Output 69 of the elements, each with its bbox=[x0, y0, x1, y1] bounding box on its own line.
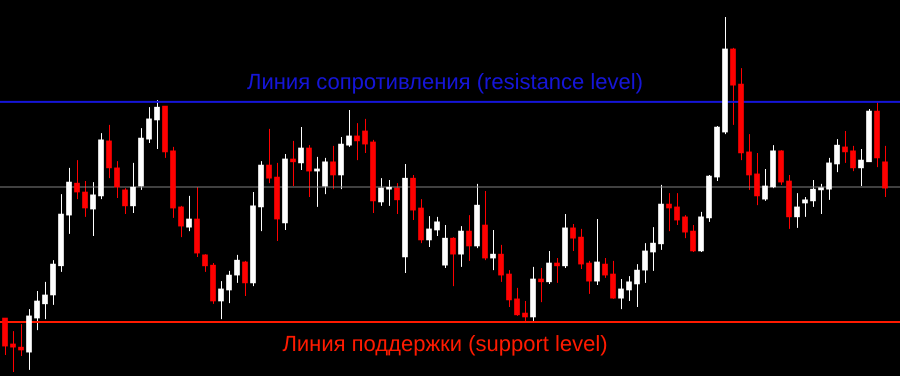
candlestick bbox=[514, 287, 520, 316]
candlestick bbox=[642, 242, 648, 284]
candlestick bbox=[834, 138, 840, 173]
candlestick bbox=[498, 244, 504, 282]
candlestick bbox=[186, 195, 192, 232]
ref-line-label: Линия поддержки (support level) bbox=[282, 331, 608, 356]
candlestick bbox=[850, 145, 856, 172]
candlestick bbox=[362, 118, 368, 154]
candlestick bbox=[450, 236, 456, 287]
candlestick bbox=[818, 183, 824, 215]
candlestick bbox=[618, 278, 624, 310]
candlestick bbox=[858, 148, 864, 186]
candlestick bbox=[298, 126, 304, 171]
candlestick bbox=[354, 122, 360, 161]
candlestick bbox=[18, 324, 24, 357]
candlestick bbox=[226, 270, 232, 304]
candlestick bbox=[306, 144, 312, 198]
candlestick bbox=[682, 214, 688, 239]
candlestick bbox=[674, 192, 680, 226]
candlestick bbox=[602, 258, 608, 278]
candlestick bbox=[146, 106, 152, 144]
candlestick bbox=[346, 110, 352, 148]
candlestick bbox=[378, 178, 384, 206]
candlestick bbox=[810, 179, 816, 208]
candlestick bbox=[74, 160, 80, 200]
candlestick bbox=[114, 160, 120, 199]
candlestick bbox=[154, 100, 160, 150]
candlestick bbox=[122, 188, 128, 215]
candlestick bbox=[570, 223, 576, 252]
candlestick bbox=[626, 276, 632, 302]
candlestick bbox=[202, 254, 208, 272]
candlestick bbox=[586, 260, 592, 294]
candlestick bbox=[426, 216, 432, 248]
candlestick bbox=[330, 145, 336, 190]
candlestick bbox=[762, 168, 768, 202]
candlestick bbox=[650, 226, 656, 272]
candlestick bbox=[522, 300, 528, 322]
candlestick bbox=[690, 224, 696, 253]
candlestick bbox=[546, 250, 552, 284]
candlestick bbox=[386, 179, 392, 206]
candlestick bbox=[242, 260, 248, 297]
candlestick bbox=[594, 218, 600, 286]
candlestick bbox=[554, 258, 560, 284]
candlestick bbox=[218, 280, 224, 320]
ref-line-label: Линия сопротивления (resistance level) bbox=[247, 68, 643, 94]
candlestick bbox=[490, 230, 496, 271]
candlestick bbox=[130, 162, 136, 214]
candlestick bbox=[314, 156, 320, 208]
candlestick bbox=[634, 264, 640, 308]
candlestick bbox=[466, 214, 472, 262]
candlestick bbox=[82, 180, 88, 218]
candlestick bbox=[754, 152, 760, 206]
candlestick bbox=[10, 330, 16, 372]
candlestick bbox=[394, 182, 400, 215]
candlestick bbox=[290, 140, 296, 186]
candlestick bbox=[842, 130, 848, 164]
candlestick bbox=[42, 281, 48, 320]
candlestick bbox=[458, 226, 464, 268]
candlestick bbox=[746, 134, 752, 190]
candlestick bbox=[802, 196, 808, 218]
candlestick bbox=[434, 216, 440, 237]
candlestick bbox=[234, 254, 240, 284]
candlestick bbox=[666, 192, 672, 232]
candlestick bbox=[90, 182, 96, 237]
candlestick bbox=[538, 267, 544, 303]
candlestick bbox=[794, 192, 800, 228]
candlestick bbox=[34, 290, 40, 331]
candlestick bbox=[266, 128, 272, 184]
candlestick bbox=[178, 205, 184, 238]
